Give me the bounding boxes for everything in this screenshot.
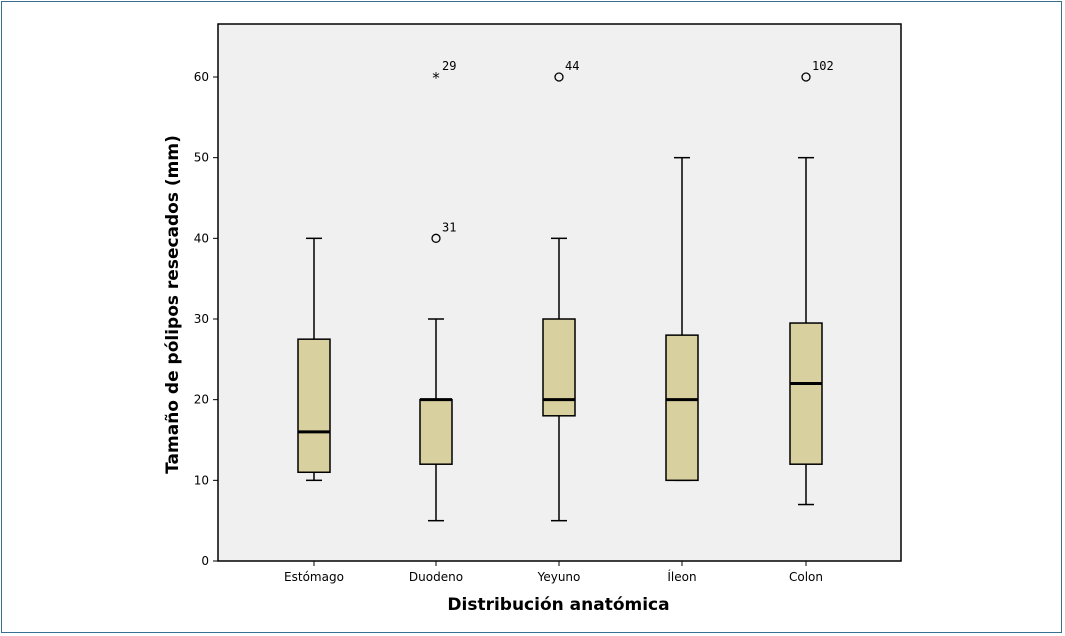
y-axis-title: Tamaño de pólipos resecados (mm) xyxy=(163,135,183,474)
box-2: 31 *29 xyxy=(419,59,456,522)
x-category-label: Yeyuno xyxy=(537,570,581,584)
y-tick-label: 0 xyxy=(201,554,209,568)
outlier-case-label: 102 xyxy=(812,59,834,73)
outlier-circle xyxy=(801,72,811,82)
x-category-label: Colon xyxy=(789,570,823,584)
box-3: 44 xyxy=(542,59,579,522)
x-category-label: Duodeno xyxy=(409,570,463,584)
outlier-case-label: 44 xyxy=(565,59,579,73)
box-1 xyxy=(297,237,331,482)
outlier-circle xyxy=(431,233,441,243)
x-category-label: Estómago xyxy=(284,570,344,584)
y-tick-label: 10 xyxy=(194,473,209,487)
outlier-circle xyxy=(554,72,564,82)
outlier-star: * xyxy=(432,69,440,87)
y-tick-label: 40 xyxy=(194,231,209,245)
iqr-box xyxy=(789,322,823,465)
plot-area-group: 0 10 20 30 40 50 60 Estómago Duodeno Yeyuno Íleon C… xyxy=(194,23,902,584)
box-5: 102 xyxy=(789,59,834,506)
outlier-case-label: 31 xyxy=(442,220,456,234)
iqr-box xyxy=(665,334,699,482)
x-axis-title: Distribución anatómica xyxy=(447,595,669,615)
iqr-box xyxy=(297,338,331,474)
y-tick-label: 20 xyxy=(194,393,209,407)
outlier-case-label: 29 xyxy=(442,59,456,73)
box-4 xyxy=(665,156,699,482)
x-category-label: Íleon xyxy=(667,569,696,584)
iqr-box xyxy=(419,398,453,465)
y-tick-label: 30 xyxy=(194,312,209,326)
y-tick-label: 60 xyxy=(194,70,209,84)
y-tick-label: 50 xyxy=(194,151,209,165)
iqr-box xyxy=(542,318,576,417)
